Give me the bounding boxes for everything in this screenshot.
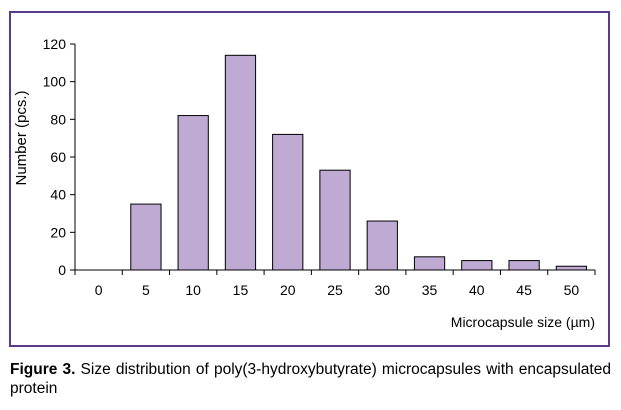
bar [319,169,351,271]
x-tick-label: 35 [422,282,438,298]
x-tick-label: 10 [185,282,201,298]
bar [508,260,540,271]
y-tick-label: 100 [43,74,67,90]
x-axis-label: Microcapsule size (µm) [451,314,595,330]
x-tick-label: 0 [95,282,103,298]
bar [461,260,493,271]
y-axis-label: Number (pcs.) [13,90,30,185]
y-axis: 0 20 40 60 80 100 120 [43,36,76,278]
x-tick-label: 15 [233,282,249,298]
x-tick-label: 5 [142,282,150,298]
y-tick-label: 40 [50,187,66,203]
bar [413,256,446,271]
caption-text: Size distribution of poly(3-hydroxybutyr… [10,361,611,397]
bar [130,203,162,271]
y-tick-label: 20 [50,224,66,240]
bar [224,54,257,271]
figure-frame: 0 20 40 60 80 100 120 0 5 10 15 20 25 30 35 40 45 50 Num… [9,11,610,347]
x-tick-label: 25 [327,282,343,298]
bar-chart: 0 20 40 60 80 100 120 0 5 10 15 20 25 30 35 40 45 50 Num… [13,36,596,330]
bars [130,54,587,271]
x-tick-label: 30 [374,282,390,298]
bar [366,220,398,271]
x-tick-label: 40 [469,282,485,298]
x-tick-label: 45 [516,282,532,298]
figure-caption: Figure 3. Size distribution of poly(3-hy… [10,360,611,398]
y-tick-label: 0 [58,262,66,278]
y-tick-label: 80 [50,111,66,127]
caption-label: Figure 3. [10,361,76,378]
bar [272,133,304,271]
y-tick-label: 120 [43,36,67,52]
bar [555,265,587,271]
y-tick-label: 60 [50,149,66,165]
x-axis: 0 5 10 15 20 25 30 35 40 45 50 [74,269,596,298]
x-tick-label: 20 [280,282,296,298]
x-tick-label: 50 [564,282,580,298]
bar [177,115,209,271]
